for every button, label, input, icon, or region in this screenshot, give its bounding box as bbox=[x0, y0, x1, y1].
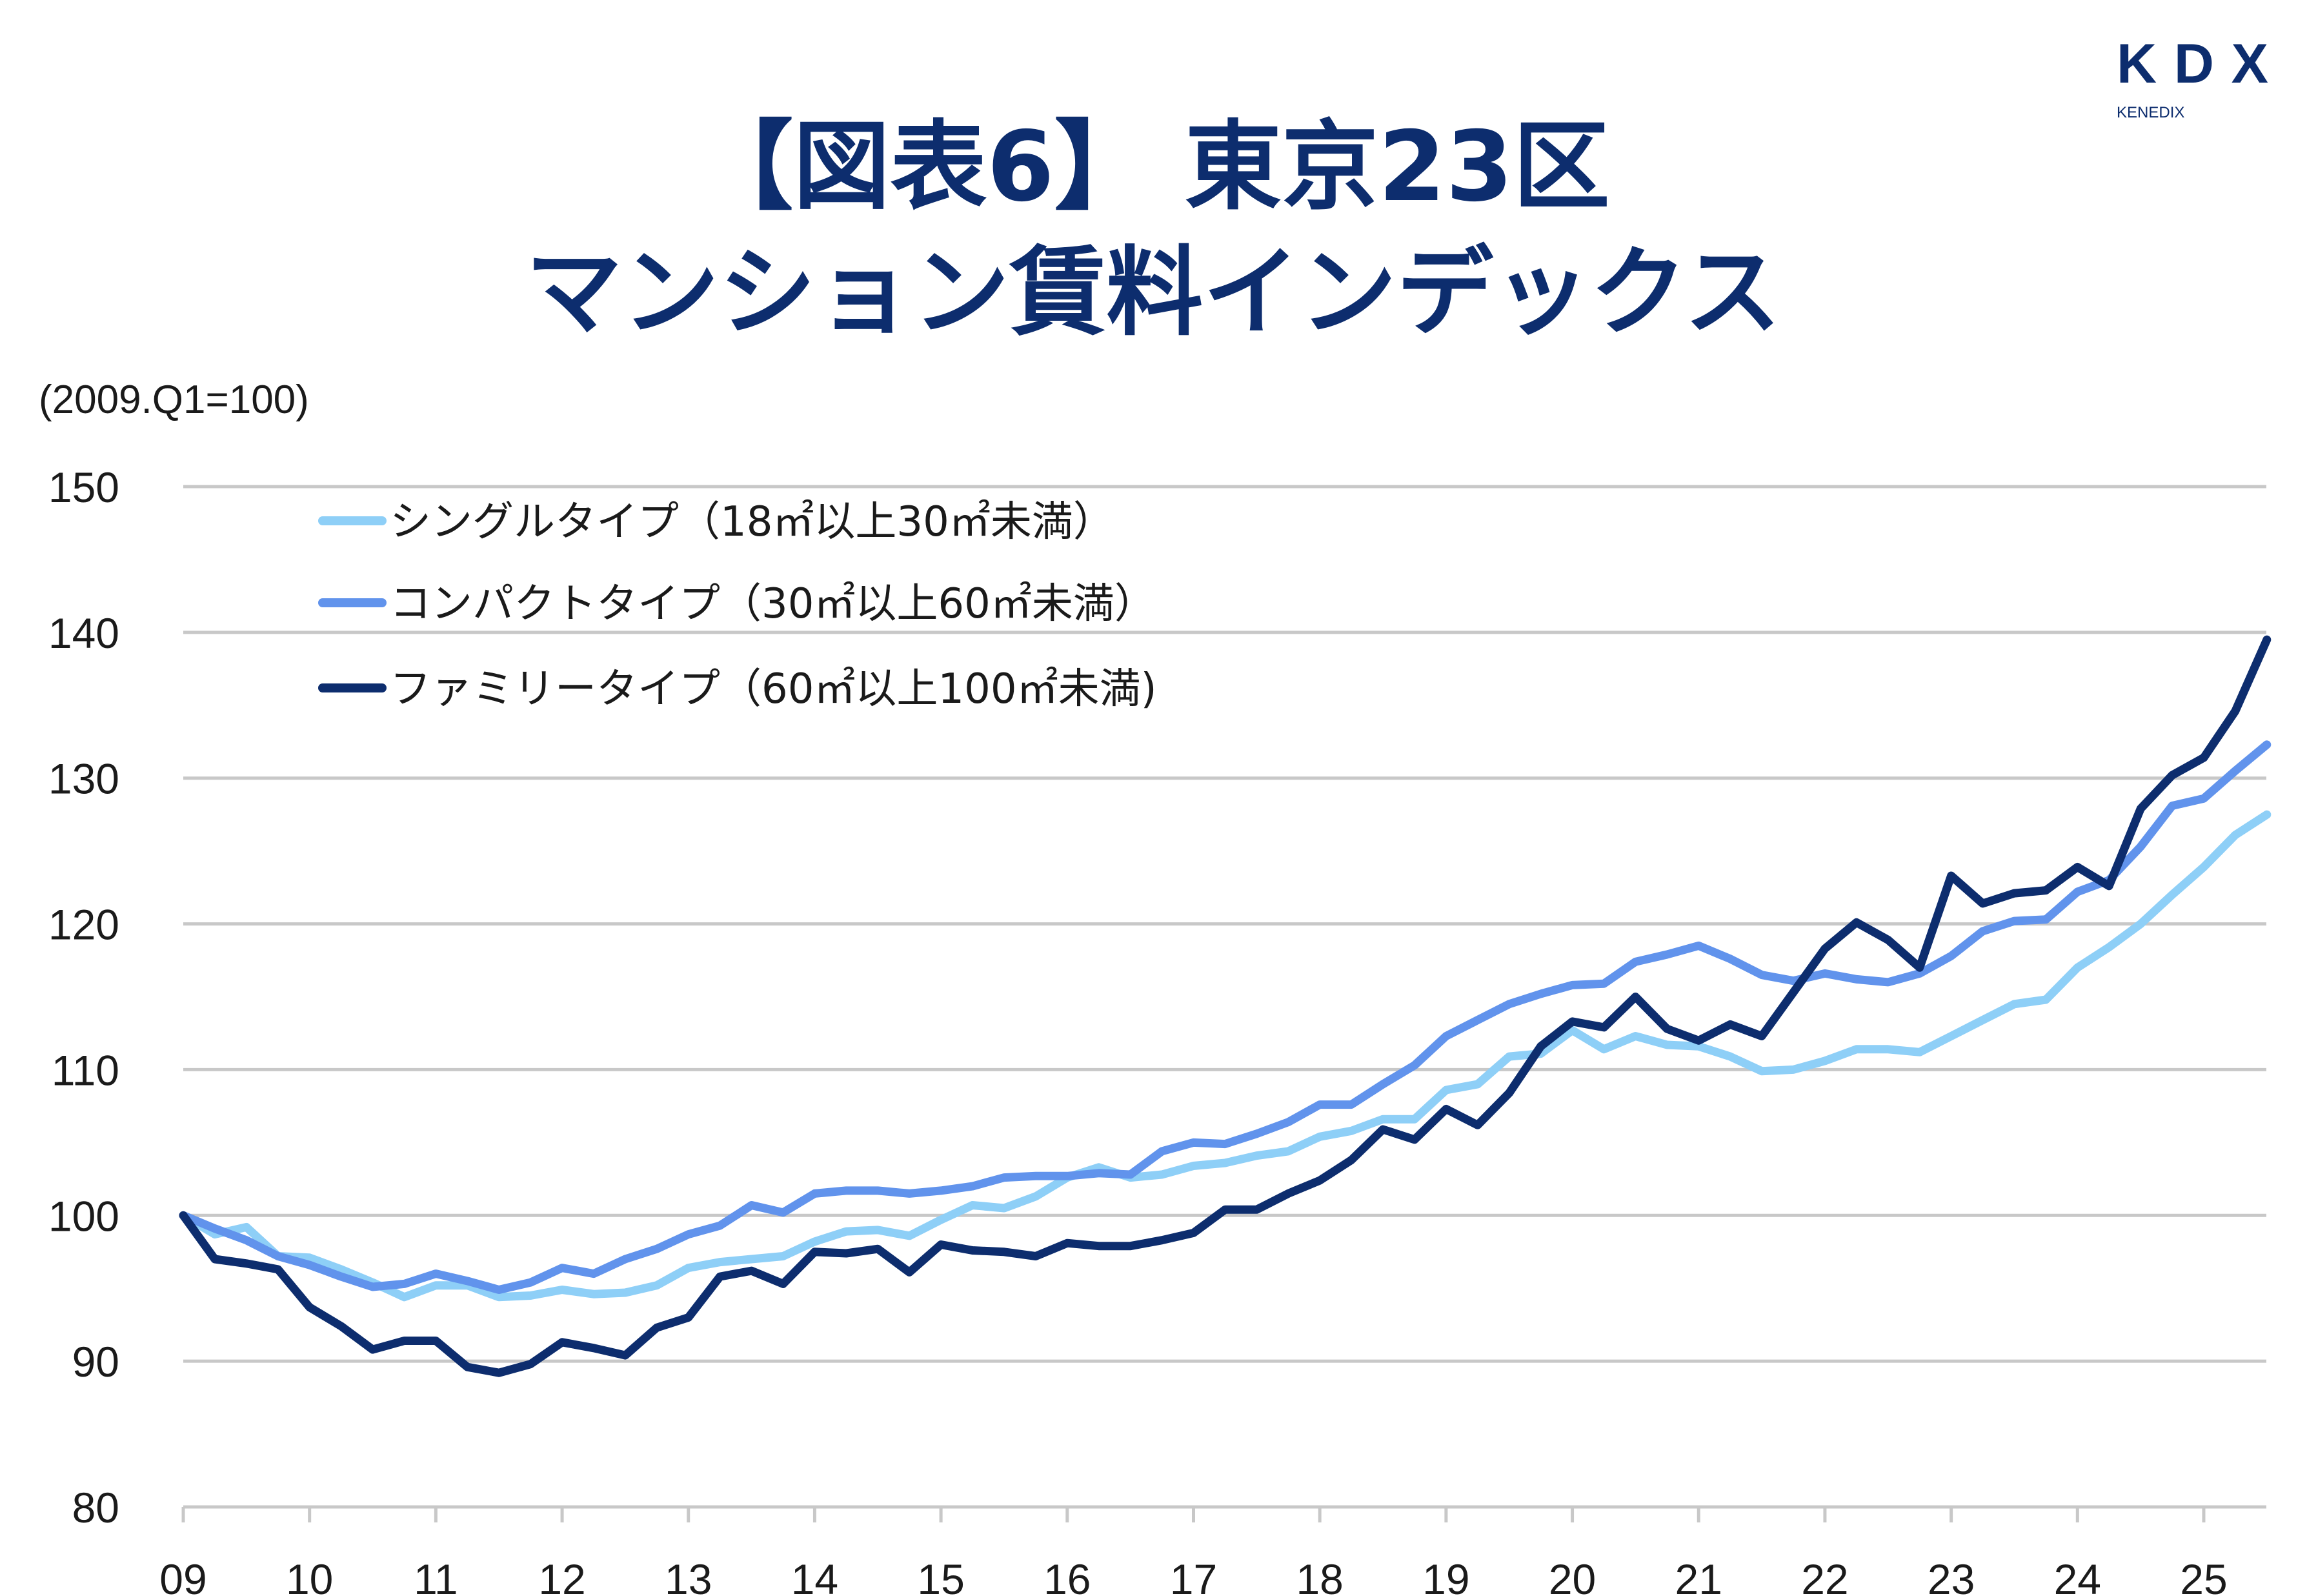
kdx-logo: KDX KENEDIX bbox=[2117, 33, 2268, 121]
y-tick-label: 140 bbox=[48, 609, 119, 657]
x-tick-label: 25 bbox=[2180, 1555, 2227, 1596]
x-tick-label: 19 bbox=[1422, 1555, 1469, 1596]
y-tick-label: 90 bbox=[72, 1338, 119, 1386]
y-tick-label: 150 bbox=[48, 463, 119, 511]
y-tick-label: 100 bbox=[48, 1192, 119, 1240]
x-tick-label: 13 bbox=[665, 1555, 712, 1596]
x-tick-label: 12 bbox=[538, 1555, 585, 1596]
series-line-family bbox=[179, 635, 2272, 1377]
x-tick-label: 11 bbox=[414, 1555, 458, 1596]
legend-item-family: ファミリータイプ（60㎡以上100㎡未満) bbox=[318, 665, 1157, 713]
legend-item-compact: コンパクトタイプ（30㎡以上60㎡未満） bbox=[318, 580, 1156, 628]
x-tick-label: 09 bbox=[159, 1555, 207, 1596]
logo-main: KDX bbox=[2117, 33, 2268, 95]
series-lines bbox=[179, 635, 2272, 1377]
legend-label-compact: コンパクトタイプ（30㎡以上60㎡未満） bbox=[390, 580, 1156, 628]
legend-label-family: ファミリータイプ（60㎡以上100㎡未満) bbox=[390, 665, 1157, 713]
series-points-single bbox=[183, 814, 2267, 1297]
series-line-single bbox=[179, 810, 2272, 1302]
x-tick-label: 21 bbox=[1675, 1555, 1722, 1596]
chart-title-line2: マンション賃料インデックス bbox=[525, 237, 1781, 349]
y-axis-unit-label: (2009.Q1=100) bbox=[39, 378, 309, 422]
x-tick-label: 20 bbox=[1549, 1555, 1596, 1596]
x-tick-label: 24 bbox=[2054, 1555, 2101, 1596]
x-tick-label: 18 bbox=[1296, 1555, 1343, 1596]
y-tick-label: 80 bbox=[72, 1484, 119, 1531]
legend: シングルタイプ（18㎡以上30㎡未満） コンパクトタイプ（30㎡以上60㎡未満）… bbox=[318, 498, 1157, 713]
gridlines bbox=[183, 485, 2266, 1509]
x-tick-label: 14 bbox=[791, 1555, 838, 1596]
x-tick-label: 23 bbox=[1928, 1555, 1975, 1596]
logo-sub: KENEDIX bbox=[2117, 104, 2184, 121]
x-tick-label: 16 bbox=[1043, 1555, 1091, 1596]
x-axis-ticks: 09 10 11 12 13 14 15 16 17 18 19 20 21 22 23 24 25 bbox=[159, 1507, 2228, 1596]
y-tick-label: 130 bbox=[48, 755, 119, 803]
legend-label-single: シングルタイプ（18㎡以上30㎡未満） bbox=[390, 498, 1114, 546]
chart-title-line1: 【図表6】 東京23区 bbox=[696, 111, 1609, 223]
x-tick-label: 10 bbox=[286, 1555, 333, 1596]
y-axis-ticks: 80 90 100 110 120 130 140 150 bbox=[48, 463, 119, 1531]
x-tick-label: 22 bbox=[1801, 1555, 1848, 1596]
x-tick-label: 17 bbox=[1170, 1555, 1217, 1596]
y-tick-label: 120 bbox=[48, 901, 119, 949]
series-points-family bbox=[183, 640, 2267, 1373]
x-tick-label: 15 bbox=[917, 1555, 964, 1596]
y-tick-label: 110 bbox=[52, 1046, 119, 1094]
legend-item-single: シングルタイプ（18㎡以上30㎡未満） bbox=[318, 498, 1114, 546]
